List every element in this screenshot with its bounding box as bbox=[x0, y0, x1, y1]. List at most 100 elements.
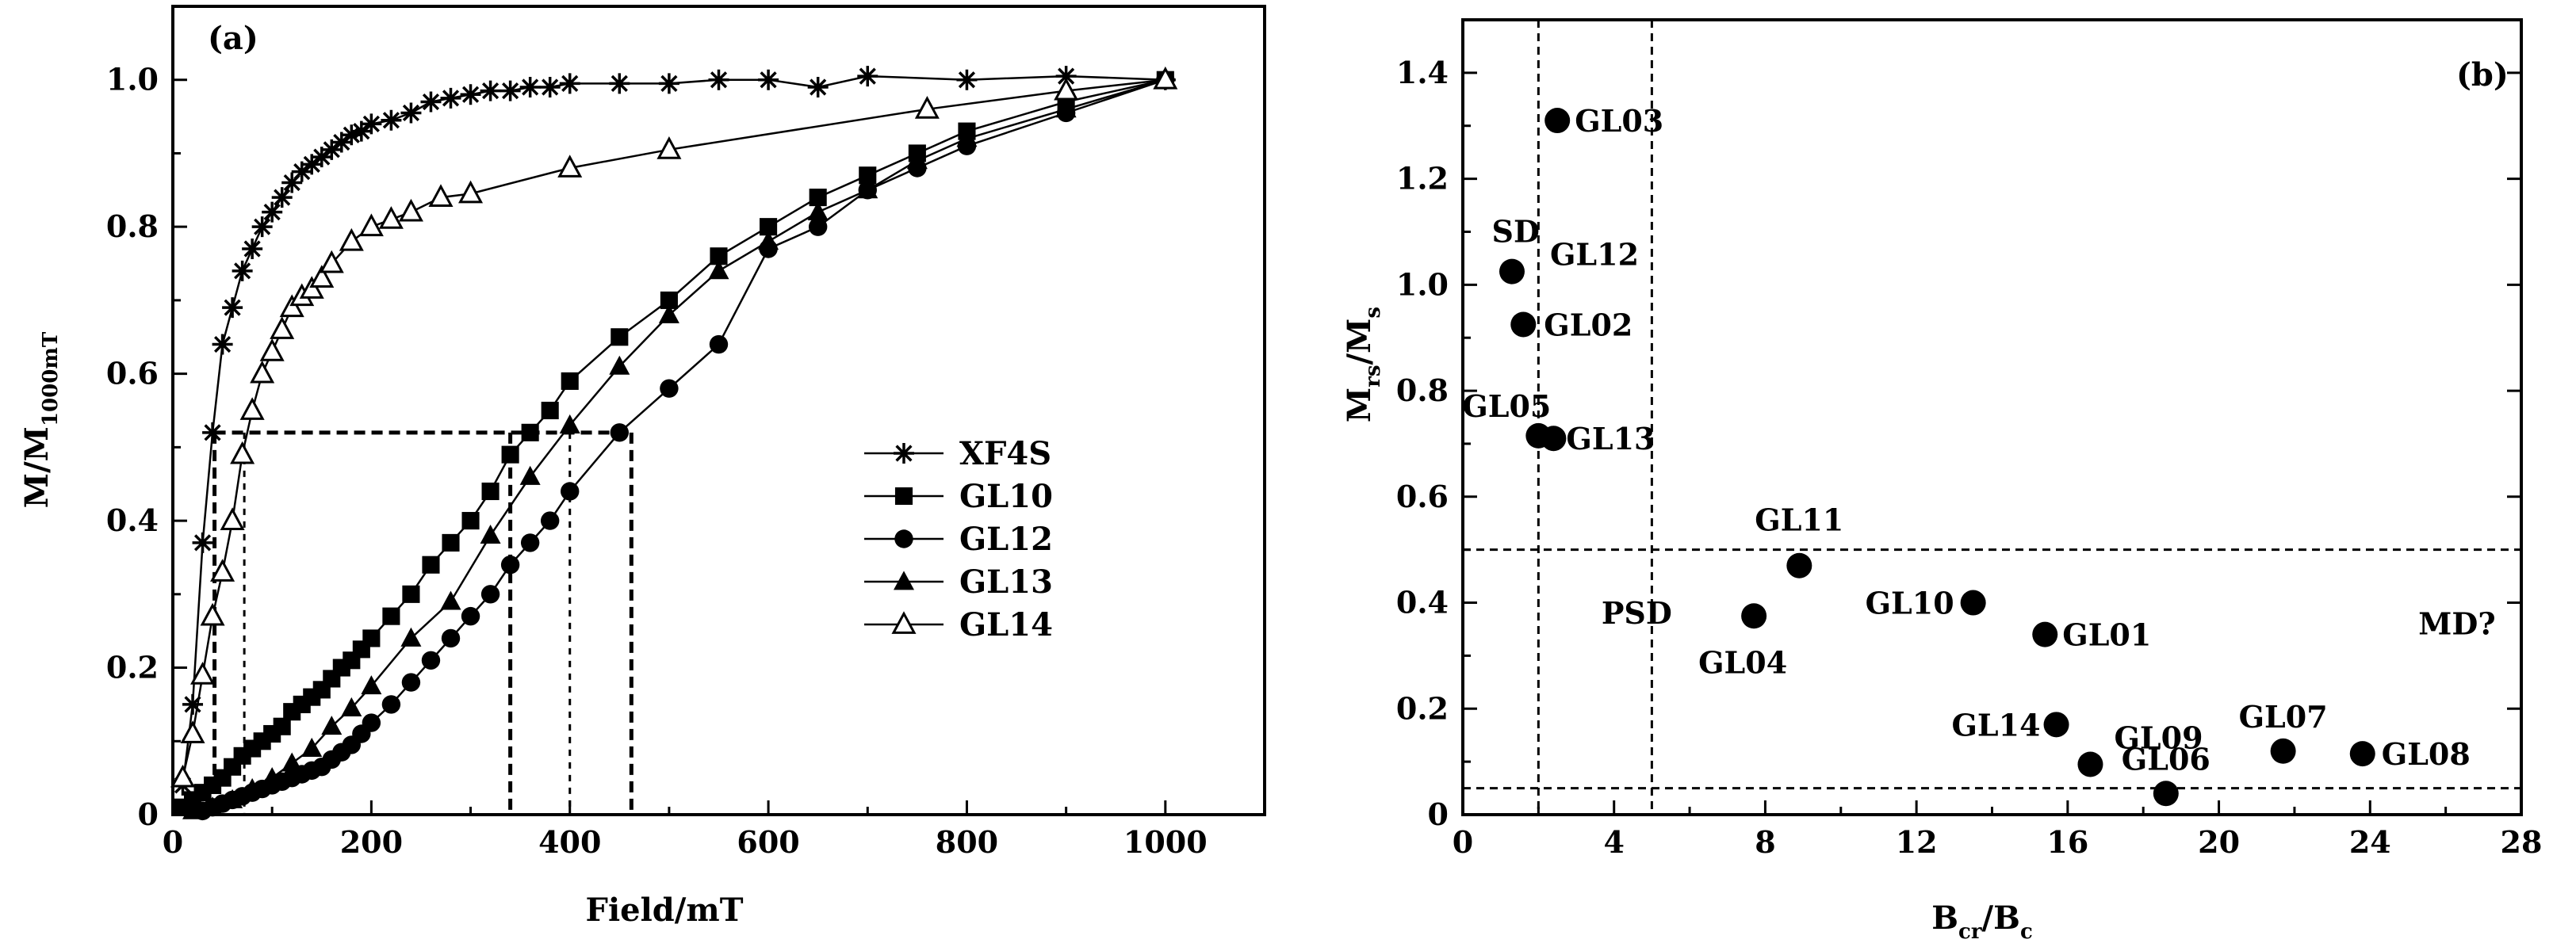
scatter-point bbox=[1786, 552, 1812, 579]
point-gl04: GL04 bbox=[1698, 603, 1787, 680]
marker-square bbox=[481, 482, 500, 501]
legend-entry: GL12 bbox=[959, 521, 1053, 558]
marker-square bbox=[894, 487, 913, 506]
marker-square bbox=[273, 717, 291, 735]
panel-b-ylabel-mid: /M bbox=[1341, 319, 1378, 365]
marker-square bbox=[859, 166, 877, 185]
y-tick-label: 0.2 bbox=[106, 650, 159, 685]
marker-star bbox=[361, 113, 382, 135]
marker-circle bbox=[381, 695, 401, 714]
marker-circle bbox=[610, 423, 630, 442]
marker-triangle-open bbox=[210, 559, 235, 582]
marker-triangle-open bbox=[220, 507, 245, 530]
marker-triangle bbox=[341, 697, 362, 716]
y-tick-label: 0.6 bbox=[1396, 479, 1449, 514]
point-label: GL06 bbox=[2122, 741, 2210, 777]
panel-a-xlabel: Field/mT bbox=[586, 892, 744, 929]
panel-a-plot: 0 200 400 600 800 1000 0 0.2 0.4 0.6 0.8 1.0 XF4S GL1… bbox=[106, 5, 1266, 860]
marker-triangle-open bbox=[180, 720, 205, 743]
marker-circle bbox=[480, 585, 500, 604]
point-gl14: GL14 bbox=[1951, 707, 2069, 743]
marker-triangle-open bbox=[230, 441, 255, 464]
marker-triangle bbox=[956, 128, 978, 147]
marker-triangle bbox=[321, 716, 343, 735]
marker-triangle-open bbox=[891, 611, 917, 634]
legend-entry: GL10 bbox=[959, 478, 1053, 515]
marker-star bbox=[857, 66, 878, 87]
marker-circle bbox=[401, 673, 421, 692]
marker-circle bbox=[500, 556, 520, 575]
marker-star bbox=[341, 124, 362, 146]
y-tick-label: 1.0 bbox=[1396, 266, 1449, 302]
marker-circle bbox=[808, 217, 828, 236]
marker-triangle bbox=[857, 179, 878, 199]
marker-triangle-open bbox=[190, 662, 216, 685]
y-tick-label: 0 bbox=[138, 796, 159, 832]
marker-triangle bbox=[361, 675, 382, 695]
y-tick-label: 0.2 bbox=[1396, 690, 1449, 726]
marker-star bbox=[202, 422, 224, 443]
marker-star bbox=[232, 260, 253, 281]
marker-triangle-open bbox=[398, 198, 423, 222]
marker-star bbox=[708, 69, 729, 90]
panel-a-legend: XF4S GL10 GL12 GL13 GL14 bbox=[864, 435, 1053, 643]
point-label: GL09 bbox=[2114, 720, 2203, 755]
marker-triangle bbox=[400, 627, 422, 647]
scatter-point bbox=[1960, 590, 1986, 616]
x-tick-label: 600 bbox=[737, 824, 799, 860]
marker-star bbox=[500, 80, 521, 101]
point-gl11: GL11 bbox=[1755, 502, 1843, 579]
scatter-point bbox=[2153, 781, 2179, 807]
point-label: GL10 bbox=[1866, 586, 1954, 621]
marker-triangle bbox=[906, 150, 928, 170]
marker-square bbox=[461, 512, 480, 530]
legend-entry: XF4S bbox=[959, 435, 1051, 472]
x-tick-label: 200 bbox=[340, 824, 403, 860]
panel-b-xlabel-mid: /B bbox=[1982, 899, 2020, 937]
marker-circle bbox=[561, 482, 580, 501]
marker-star bbox=[212, 334, 233, 355]
marker-star bbox=[758, 69, 779, 90]
marker-star bbox=[321, 139, 343, 160]
marker-triangle bbox=[440, 590, 461, 610]
panel-b-xlabel: Bcr/Bc bbox=[1931, 899, 2033, 944]
marker-triangle bbox=[301, 737, 323, 757]
y-tick-label: 1.0 bbox=[106, 62, 159, 97]
point-gl01: GL01 bbox=[2032, 617, 2151, 653]
region-label: SD bbox=[1492, 213, 1540, 249]
marker-triangle-open bbox=[914, 96, 940, 119]
marker-triangle-open bbox=[557, 155, 583, 178]
marker-triangle-open bbox=[1054, 77, 1079, 101]
marker-circle bbox=[709, 334, 729, 354]
marker-triangle-open bbox=[378, 206, 404, 229]
x-tick-label: 20 bbox=[2198, 824, 2240, 860]
panel-b-xlabel-sub2: c bbox=[2020, 920, 2033, 944]
y-tick-label: 0 bbox=[1428, 796, 1449, 832]
marker-triangle-open bbox=[250, 360, 275, 384]
scatter-point bbox=[1544, 108, 1571, 134]
y-tick-label: 1.2 bbox=[1396, 161, 1449, 197]
marker-circle bbox=[441, 628, 461, 648]
marker-star bbox=[559, 73, 580, 94]
panel-a: (a) Field/mT M/M1000mT 0 200 400 600 800 1000… bbox=[18, 5, 1266, 929]
marker-star bbox=[658, 73, 679, 94]
point-gl10: GL10 bbox=[1866, 586, 1986, 621]
marker-square bbox=[541, 401, 559, 420]
marker-triangle bbox=[807, 200, 829, 221]
y-tick-label: 0.8 bbox=[1396, 372, 1449, 408]
panel-b: (b) Mrs/Ms Bcr/Bc 0 4 8 12 16 20 24 28 0 0.2 0.4 0.… bbox=[1341, 18, 2542, 944]
marker-star bbox=[271, 187, 293, 208]
marker-star bbox=[381, 109, 402, 131]
panel-a-ylabel-sub: 1000mT bbox=[39, 331, 63, 426]
marker-circle bbox=[660, 379, 679, 398]
marker-triangle bbox=[222, 789, 243, 808]
point-label: GL14 bbox=[1951, 707, 2040, 743]
marker-star bbox=[420, 91, 442, 113]
y-tick-label: 0.4 bbox=[106, 502, 159, 538]
scatter-point bbox=[2032, 621, 2058, 647]
marker-triangle bbox=[708, 260, 729, 280]
point-gl08: GL08 bbox=[2349, 736, 2471, 772]
point-gl05: GL05 bbox=[1462, 388, 1551, 449]
marker-triangle-open bbox=[270, 316, 295, 339]
point-label: GL13 bbox=[1566, 421, 1655, 456]
